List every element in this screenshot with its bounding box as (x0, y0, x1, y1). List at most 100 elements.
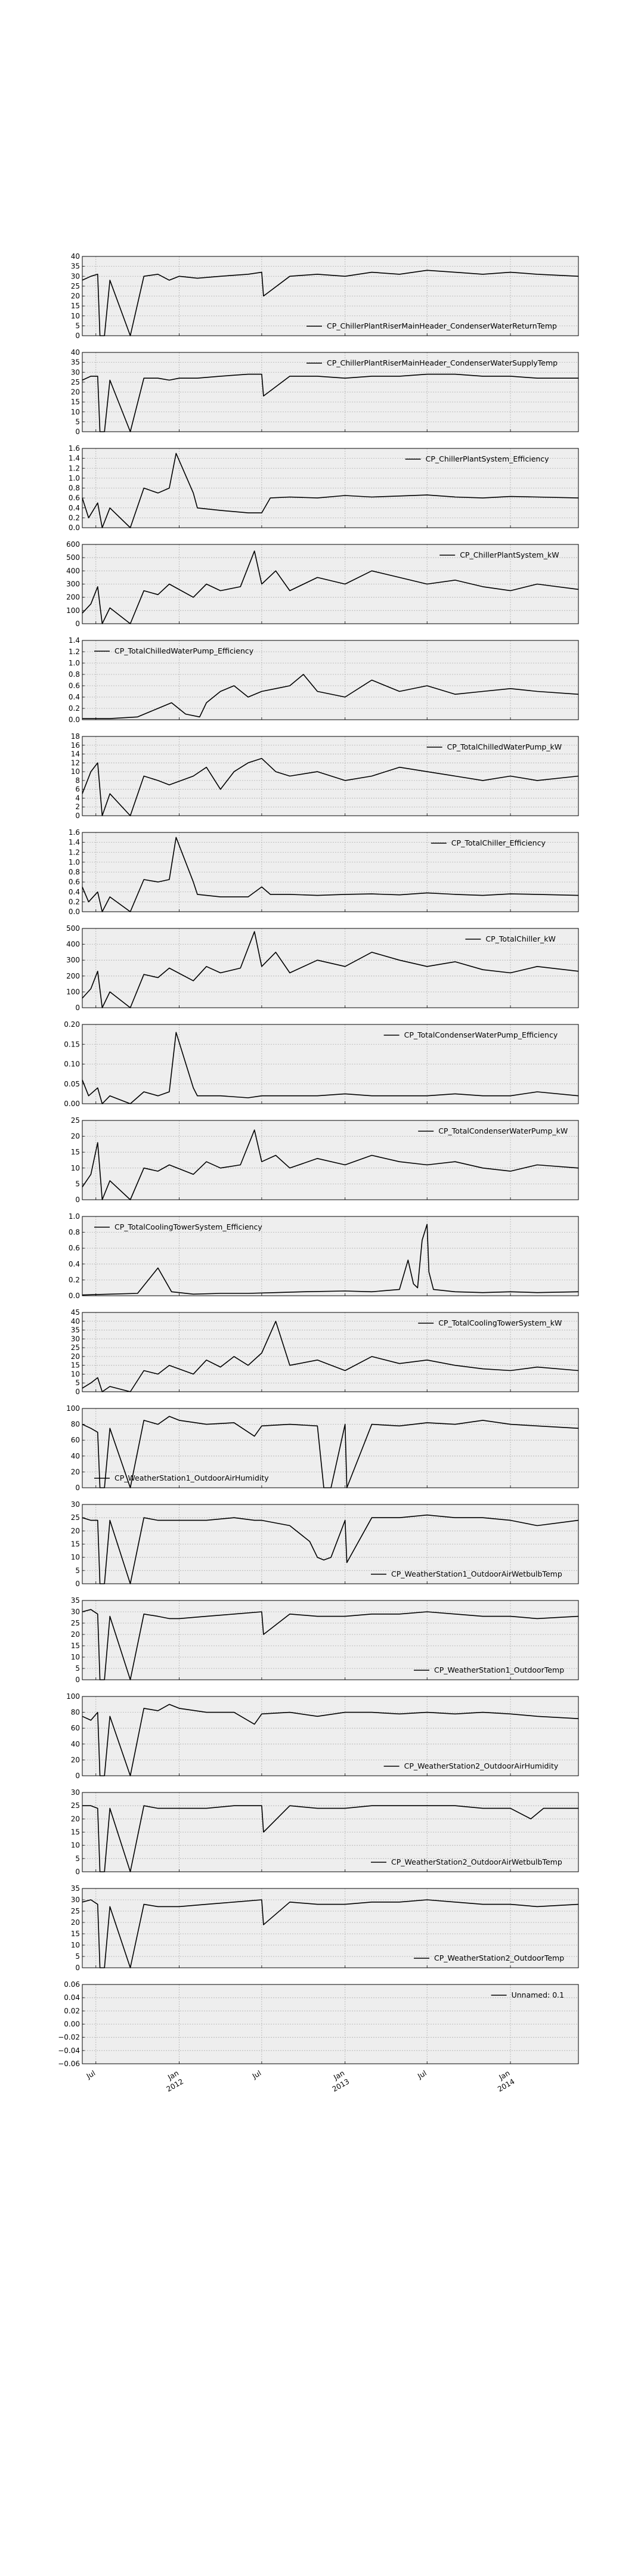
series-line (82, 758, 579, 816)
y-tick-label: 0.0 (69, 908, 80, 916)
series-line (82, 453, 579, 528)
legend-label: CP_WeatherStation2_OutdoorAirWetbulbTemp (391, 1857, 562, 1866)
y-tick-label: 10 (71, 1841, 80, 1850)
legend: CP_TotalCoolingTowerSystem_Efficiency (94, 1222, 262, 1231)
series-line (82, 674, 579, 719)
y-tick-label: 30 (71, 272, 80, 280)
y-tick-label: 20 (71, 1132, 80, 1141)
plot-frame (82, 1984, 579, 2064)
series-line (82, 550, 579, 624)
legend: CP_TotalChiller_kW (465, 934, 556, 943)
y-tick-label: 15 (71, 302, 80, 310)
legend-label: CP_TotalChilledWaterPump_kW (447, 742, 562, 751)
legend-label: CP_TotalCondenserWaterPump_Efficiency (404, 1030, 558, 1039)
plot-frame (82, 352, 579, 432)
y-tick-label: 25 (71, 378, 80, 386)
plot-frame (82, 640, 579, 720)
y-tick-label: 0.2 (69, 897, 80, 906)
y-tick-label: 30 (71, 1788, 80, 1797)
y-tick-label: −0.04 (58, 2046, 80, 2055)
y-tick-label: 1.4 (69, 454, 80, 463)
x-tick-sublabel: 2013 (331, 2077, 351, 2093)
y-tick-label: 5 (75, 417, 80, 426)
series-line (82, 837, 579, 912)
legend-label: CP_WeatherStation1_OutdoorAirHumidity (114, 1473, 269, 1482)
legend: CP_TotalChilledWaterPump_kW (426, 742, 562, 751)
series-line (82, 373, 578, 432)
panel-2: 0510152025303540CP_ChillerPlantRiserMain… (71, 348, 579, 436)
series-line (82, 1704, 579, 1776)
y-tick-label: 15 (71, 1361, 80, 1370)
panel-17: 0 5 10 15 20 25 30 CP_WeatherStation2_OutdoorAi… (71, 1788, 579, 1876)
y-tick-label: 1.2 (69, 848, 80, 856)
y-tick-label: 0.2 (69, 704, 80, 713)
y-tick-label: 15 (71, 1642, 80, 1650)
y-tick-label: 0 (75, 620, 80, 628)
y-tick-label: 5 (75, 1854, 80, 1863)
y-tick-label: 0 (75, 1868, 80, 1876)
y-tick-label: 0.10 (64, 1060, 80, 1069)
y-tick-label: 45 (71, 1308, 80, 1317)
panel-13: 0 20 40 60 80 100 CP_WeatherStation1_OutdoorAi… (66, 1404, 579, 1492)
y-tick-label: 20 (71, 388, 80, 397)
y-tick-label: 30 (71, 1335, 80, 1343)
y-tick-label: 20 (71, 292, 80, 301)
legend-label: CP_ChillerPlantSystem_kW (460, 550, 559, 559)
series-line (82, 270, 579, 336)
y-tick-label: 1.4 (69, 838, 80, 847)
y-tick-label: 0.06 (64, 1980, 80, 1989)
legend: CP_WeatherStation1_OutdoorAirWetbulbTemp (371, 1569, 562, 1578)
y-tick-label: 25 (71, 1907, 80, 1915)
y-tick-label: 0 (75, 1964, 80, 1972)
legend-label: CP_TotalChilledWaterPump_Efficiency (114, 646, 254, 655)
plot-frame (82, 1408, 579, 1488)
plot-area (82, 1888, 578, 1968)
y-tick-label: 35 (71, 1326, 80, 1335)
panel-8: 0 100 200 300 400 500 CP_TotalChiller_kW (66, 924, 579, 1012)
legend-label: CP_WeatherStation1_OutdoorAirWetbulbTemp (391, 1569, 562, 1578)
y-tick-label: 60 (71, 1436, 80, 1444)
legend-label: CP_TotalCoolingTowerSystem_kW (438, 1318, 562, 1327)
y-tick-label: 0.6 (69, 494, 80, 502)
y-tick-label: 0 (75, 1676, 80, 1684)
y-tick-label: 0.00 (64, 2020, 80, 2029)
y-tick-label: 0.00 (64, 1100, 80, 1108)
legend: CP_TotalChiller_Efficiency (431, 838, 546, 847)
y-tick-label: 18 (71, 732, 80, 741)
y-tick-label: −0.02 (58, 2033, 80, 2042)
series-line (82, 931, 579, 1008)
y-tick-label: 1.2 (69, 648, 80, 656)
y-tick-label: 16 (71, 741, 80, 750)
y-tick-label: 0.8 (69, 484, 80, 493)
y-tick-label: 500 (66, 553, 80, 562)
panel-7: 0.0 0.20.4 0.60.8 1.0 1.21.41.6 CP_TotalChill… (69, 828, 579, 916)
plot-frame (82, 832, 579, 912)
y-tick-label: 0.4 (69, 504, 80, 512)
y-tick-label: 20 (71, 1467, 80, 1476)
y-tick-label: 0.2 (69, 513, 80, 522)
y-tick-label: 1.0 (69, 858, 80, 866)
y-tick-label: 12 (71, 758, 80, 767)
y-tick-label: 4 (75, 794, 80, 802)
y-tick-label: 300 (66, 956, 80, 964)
plot-frame (82, 1120, 579, 1200)
legend: CP_TotalCoolingTowerSystem_kW (418, 1318, 562, 1327)
y-tick-label: 0.4 (69, 693, 80, 701)
panel-18: 0 5 10 15 20 25 30 35 CP_WeatherStation2_Outdoor… (71, 1884, 579, 1972)
y-tick-label: 80 (71, 1708, 80, 1717)
plot-area (82, 1120, 578, 1200)
series-line (82, 1899, 579, 1968)
y-tick-label: 5 (75, 321, 80, 330)
y-tick-label: 40 (71, 1317, 80, 1326)
x-tick-sublabel: 2014 (496, 2077, 516, 2093)
panel-5: 0.0 0.2 0.4 0.6 0.8 1.0 1.2 1.4 CP_TotalChilledW… (69, 636, 579, 724)
y-tick-label: 30 (71, 1608, 80, 1616)
plot-frame (82, 1504, 579, 1584)
x-tick-label: Jul (85, 2069, 97, 2080)
y-tick-label: 0.0 (69, 716, 80, 724)
y-tick-label: 0 (75, 1580, 80, 1588)
legend: CP_TotalCondenserWaterPump_kW (418, 1126, 568, 1135)
legend: CP_ChillerPlantRiserMainHeader_Condenser… (306, 321, 557, 330)
legend-label: CP_WeatherStation2_OutdoorAirHumidity (404, 1761, 559, 1770)
